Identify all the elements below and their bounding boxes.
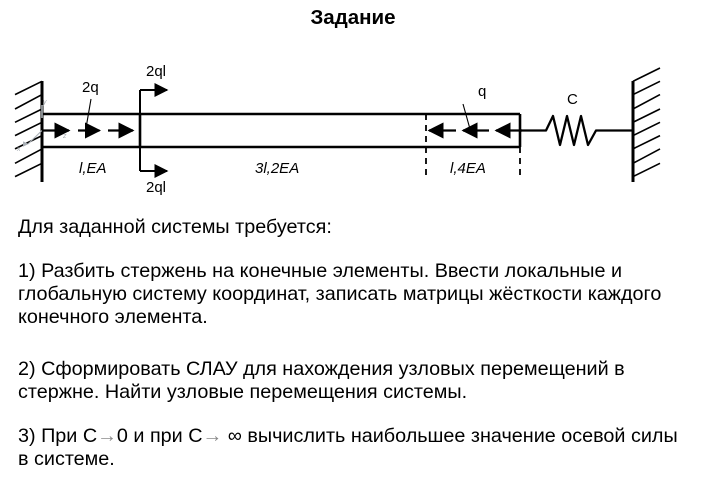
svg-text:3l,2EA: 3l,2EA xyxy=(255,160,299,177)
svg-text:l,EA: l,EA xyxy=(79,160,107,177)
svg-text:q: q xyxy=(478,83,486,100)
svg-text:y: y xyxy=(42,99,47,106)
svg-text:2ql: 2ql xyxy=(146,179,166,196)
svg-text:l,4EA: l,4EA xyxy=(450,160,486,177)
svg-text:x: x xyxy=(16,146,21,153)
svg-text:2ql: 2ql xyxy=(146,63,166,80)
svg-text:C: C xyxy=(567,91,578,108)
svg-text:2q: 2q xyxy=(82,79,99,96)
svg-text:z: z xyxy=(62,133,67,140)
